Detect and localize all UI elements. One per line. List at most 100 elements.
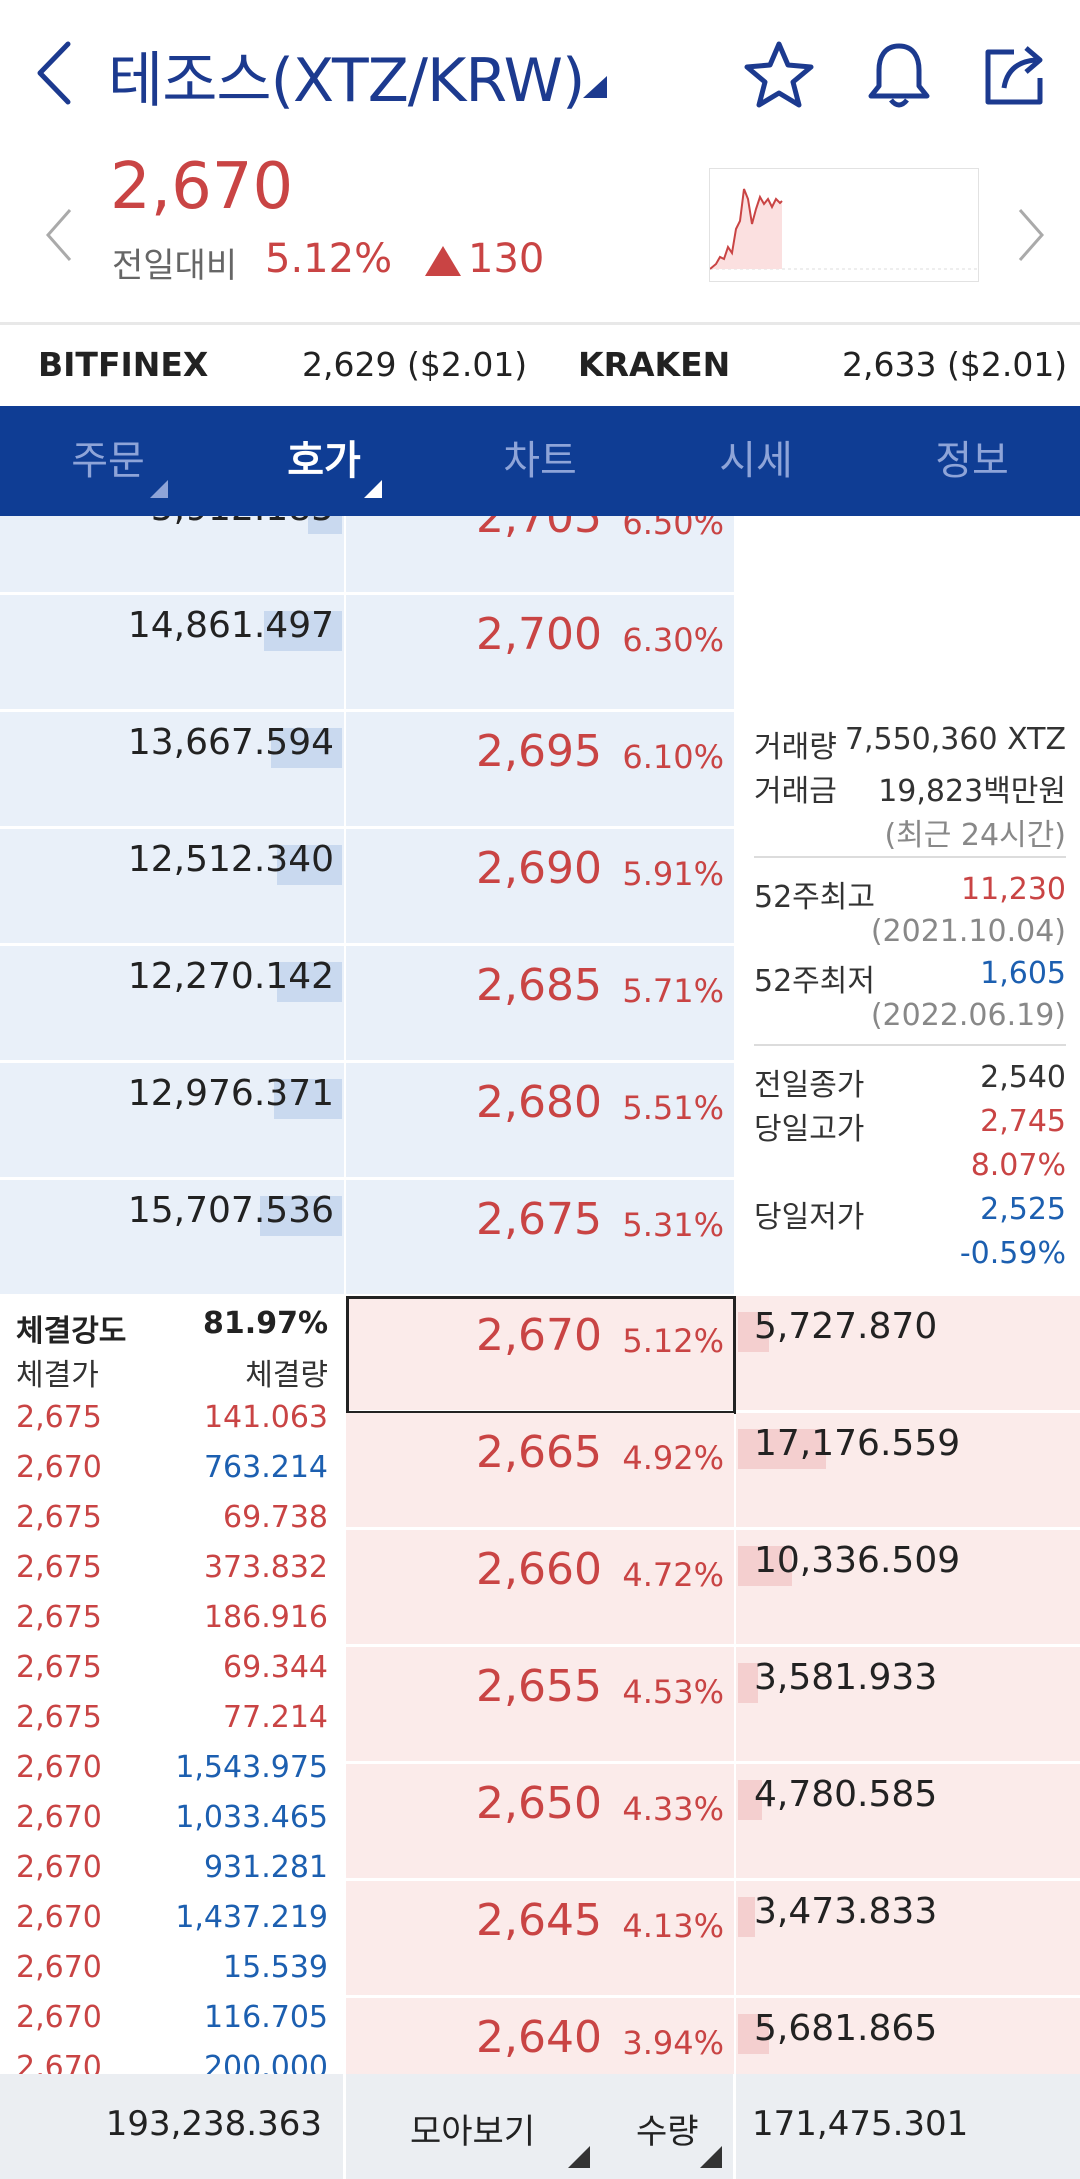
header: 테조스(XTZ/KRW) [0, 0, 1080, 150]
trade-qty: 15.539 [223, 1950, 328, 1985]
caret-icon [568, 2146, 590, 2168]
bid-depth-bar [738, 1897, 755, 1937]
ask-row[interactable]: 13,667.594 2,695 6.10% [0, 712, 1080, 829]
divider [754, 856, 1066, 858]
back-icon[interactable] [30, 38, 80, 108]
trade-qty: 77.214 [223, 1700, 328, 1735]
bid-price-cell[interactable]: 2,645 4.13% [346, 1881, 734, 1995]
tab-market[interactable]: 시세 [648, 406, 864, 516]
trade-price: 2,670 [16, 2050, 102, 2074]
trade-qty: 373.832 [203, 1550, 328, 1585]
coin-title[interactable]: 테조스(XTZ/KRW) [108, 46, 585, 116]
bid-qty: 17,176.559 [754, 1423, 961, 1464]
bid-price-cell[interactable]: 2,660 4.72% [346, 1530, 734, 1644]
ask-price-cell[interactable]: 2,680 5.51% [346, 1063, 734, 1177]
ask-price-cell[interactable]: 2,675 5.31% [346, 1180, 734, 1294]
day-low-label: 당일저가 [754, 1200, 865, 1235]
share-icon[interactable] [978, 36, 1056, 114]
trade-qty: 200.000 [203, 2050, 328, 2074]
ask-row[interactable]: 12,512.340 2,690 5.91% [0, 829, 1080, 946]
bid-row[interactable]: 2,650 4.33% 4,780.585 [0, 1764, 1080, 1881]
tab-label: 시세 [719, 438, 793, 484]
bid-row[interactable]: 2,640 3.94% 5,681.865 [0, 1998, 1080, 2074]
bid-qty-cell: 10,336.509 [736, 1530, 1080, 1644]
ask-row[interactable]: 15,707.536 2,675 5.31% [0, 1180, 1080, 1297]
quantity-button[interactable]: 수량 [636, 2112, 699, 2152]
amount-label: 거래금 [754, 774, 837, 809]
bid-price-cell[interactable]: 2,655 4.53% [346, 1647, 734, 1761]
trade-row: 2,670 763.214 [16, 1450, 328, 1500]
trade-qty: 931.281 [203, 1850, 328, 1885]
ask-percent: 5.71% [622, 972, 724, 1010]
tab-info[interactable]: 정보 [864, 406, 1080, 516]
group-view-button[interactable]: 모아보기 [410, 2112, 536, 2152]
bid-row[interactable]: 2,655 4.53% 3,581.933 [0, 1647, 1080, 1764]
ask-price: 2,700 [476, 609, 602, 660]
ask-price: 2,680 [476, 1077, 602, 1128]
ask-percent: 5.51% [622, 1089, 724, 1127]
trade-row: 2,670 931.281 [16, 1850, 328, 1900]
bid-row[interactable]: 2,660 4.72% 10,336.509 [0, 1530, 1080, 1647]
caret-down-icon[interactable] [583, 76, 607, 98]
bid-price-cell[interactable]: 2,640 3.94% [346, 1998, 734, 2074]
ask-price-cell[interactable]: 2,685 5.71% [346, 946, 734, 1060]
bid-price: 2,665 [476, 1427, 602, 1478]
caret-icon [364, 480, 382, 498]
bid-percent: 4.33% [622, 1790, 724, 1828]
tab-chart[interactable]: 차트 [432, 406, 648, 516]
ask-row[interactable]: 12,976.371 2,680 5.51% [0, 1063, 1080, 1180]
star-icon[interactable] [740, 36, 818, 114]
bid-price: 2,655 [476, 1661, 602, 1712]
change-label: 전일대비 [112, 246, 238, 286]
ask-price-cell[interactable]: 2,700 6.30% [346, 595, 734, 709]
ask-row[interactable]: 14,861.497 2,700 6.30% [0, 595, 1080, 712]
ask-depth-bar [274, 1079, 342, 1119]
bid-qty-cell: 5,727.870 [736, 1296, 1080, 1410]
tab-order[interactable]: 주문 [0, 406, 216, 516]
trade-row: 2,670 116.705 [16, 2000, 328, 2050]
ask-depth-bar [277, 962, 342, 1002]
ask-qty: 15,707.536 [127, 1190, 334, 1231]
current-price: 2,670 [110, 150, 294, 224]
prev-coin-icon[interactable] [40, 200, 80, 270]
amount-value: 19,823백만원 [878, 774, 1066, 809]
ask-price-cell[interactable]: 2,705 6.50% [346, 516, 734, 592]
bid-price-cell[interactable]: 2,670 5.12% [346, 1296, 734, 1410]
bid-price: 2,640 [476, 2012, 602, 2063]
tab-orderbook[interactable]: 호가 [216, 406, 432, 516]
bid-qty: 3,581.933 [754, 1657, 938, 1698]
order-book: 5,912.1852,7056.50%14,861.4972,7006.30%1… [0, 516, 1080, 2074]
order-book-footer: 193,238.363 모아보기 수량 171,475.301 [0, 2074, 1080, 2179]
ask-price-cell[interactable]: 2,695 6.10% [346, 712, 734, 826]
tab-label: 주문 [71, 438, 145, 484]
divider [754, 1044, 1066, 1046]
bid-price-cell[interactable]: 2,665 4.92% [346, 1413, 734, 1527]
next-coin-icon[interactable] [1010, 200, 1050, 270]
trade-price: 2,675 [16, 1500, 102, 1535]
ask-row[interactable]: 5,912.185 2,705 6.50% [0, 516, 1080, 595]
trade-row: 2,670 200.000 [16, 2050, 328, 2074]
trade-price-header: 체결가 [16, 1358, 99, 1393]
trade-row: 2,670 15.539 [16, 1950, 328, 2000]
ask-qty: 14,861.497 [127, 605, 334, 646]
bid-qty-cell: 3,473.833 [736, 1881, 1080, 1995]
ask-price: 2,705 [476, 516, 602, 543]
trade-row: 2,675 69.738 [16, 1500, 328, 1550]
bell-icon[interactable] [860, 36, 938, 114]
divider [343, 2074, 346, 2179]
ask-row[interactable]: 12,270.142 2,685 5.71% [0, 946, 1080, 1063]
bid-row[interactable]: 2,665 4.92% 17,176.559 [0, 1413, 1080, 1530]
trade-qty: 69.344 [223, 1650, 328, 1685]
ask-qty-cell: 5,912.185 [0, 516, 344, 592]
trade-qty-header: 체결량 [245, 1358, 328, 1393]
bid-row[interactable]: 2,645 4.13% 3,473.833 [0, 1881, 1080, 1998]
bid-row[interactable]: 2,670 5.12% 5,727.870 [0, 1296, 1080, 1414]
trade-qty: 141.063 [203, 1400, 328, 1435]
trade-qty: 763.214 [203, 1450, 328, 1485]
mini-price-chart[interactable] [709, 168, 979, 282]
ask-percent: 6.10% [622, 738, 724, 776]
bid-price-cell[interactable]: 2,650 4.33% [346, 1764, 734, 1878]
ask-qty-cell: 14,861.497 [0, 595, 344, 709]
ask-depth-bar [260, 1196, 342, 1236]
ask-price-cell[interactable]: 2,690 5.91% [346, 829, 734, 943]
